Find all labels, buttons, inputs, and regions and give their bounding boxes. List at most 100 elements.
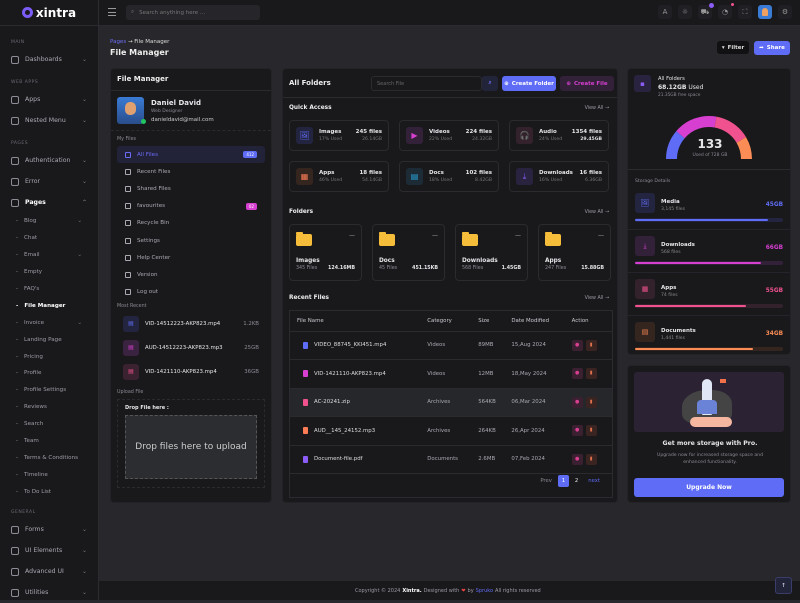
table-row[interactable]: VID-1421110-AKP823.mp4 Videos 12MB 18,May 2… [290, 359, 612, 389]
cart-icon[interactable]: ⛟5 [698, 3, 714, 19]
sidebar-item-nested-menu[interactable]: Nested Menu ⌄ [0, 110, 98, 131]
file-search-input[interactable]: Search File [371, 76, 482, 91]
sidebar-subitem-profile-settings[interactable]: - Profile Settings [0, 382, 98, 399]
avatar[interactable] [758, 5, 772, 19]
sidebar-subitem-team[interactable]: - Team [0, 433, 98, 450]
recent-view-all[interactable]: View All → [584, 296, 609, 301]
next-page[interactable]: next [588, 478, 600, 484]
fullscreen-icon[interactable]: ⛶ [738, 5, 752, 19]
sidebar-item-apps[interactable]: Apps ⌄ [0, 89, 98, 110]
quick-access-images[interactable]: 🖼 Images 17% Used 245 files 26.14GB [289, 120, 389, 151]
view-button[interactable]: ● [571, 453, 583, 465]
file-search-button[interactable]: ⌕ [482, 76, 498, 91]
menu-shared-files[interactable]: Shared Files [117, 180, 265, 197]
sidebar-item-forms[interactable]: Forms ⌄ [0, 519, 98, 540]
sidebar-subitem-blog[interactable]: - Blog ⌄ [0, 213, 98, 230]
sidebar-subitem-terms-conditions[interactable]: - Terms & Conditions [0, 449, 98, 466]
quick-access-audio[interactable]: 🎧 Audio 24% Used 1354 files 29.45GB [509, 120, 609, 151]
sidebar-item-ui-elements[interactable]: UI Elements ⌄ [0, 540, 98, 561]
page-1[interactable]: 1 [557, 475, 569, 487]
sidebar-subitem-chat[interactable]: - Chat [0, 230, 98, 247]
more-options-icon[interactable]: — [515, 232, 521, 239]
sidebar-subitem-invoice[interactable]: - Invoice ⌄ [0, 314, 98, 331]
sidebar-item-pages[interactable]: Pages ⌃ [0, 192, 98, 213]
quick-access-videos[interactable]: ▶ Videos 22% Used 224 files 24.32GB [399, 120, 499, 151]
sidebar-item-dashboards[interactable]: Dashboards ⌄ [0, 49, 98, 70]
menu-settings[interactable]: Settings [117, 232, 265, 249]
translate-icon[interactable]: A [658, 5, 672, 19]
page-2[interactable]: 2 [574, 478, 579, 484]
menu-toggle-icon[interactable] [108, 8, 116, 16]
sidebar-subitem-email[interactable]: - Email ⌄ [0, 247, 98, 264]
sidebar-item-error[interactable]: Error ⌄ [0, 171, 98, 192]
sidebar-subitem-pricing[interactable]: - Pricing [0, 348, 98, 365]
breadcrumb-pages[interactable]: Pages [110, 39, 127, 45]
delete-button[interactable]: ▮ [585, 339, 597, 351]
delete-button[interactable]: ▮ [585, 368, 597, 380]
view-button[interactable]: ● [571, 339, 583, 351]
more-options-icon[interactable]: — [598, 232, 604, 239]
view-button[interactable]: ● [571, 396, 583, 408]
logo[interactable]: xintra [0, 0, 98, 26]
more-options-icon[interactable]: — [432, 232, 438, 239]
notification-icon[interactable]: ◔ [718, 3, 734, 19]
more-options-icon[interactable]: — [349, 232, 355, 239]
table-row[interactable]: Document-file.pdf Documents 2.6MB 07,Feb 20… [290, 445, 612, 474]
sidebar-item-advanced-ui[interactable]: Advanced UI ⌄ [0, 561, 98, 582]
recent-file-item[interactable]: ▤ VID-14512223-AKP823.mp4 1.2KB [111, 312, 271, 336]
table-row[interactable]: AUD__145_24152.mp3 Archives 264KB 26,Apr 20… [290, 416, 612, 446]
quick-access-downloads[interactable]: ⤓ Downloads 16% Used 16 files 6.36GB [509, 161, 609, 192]
quick-access-view-all[interactable]: View All → [584, 106, 609, 111]
filter-button[interactable]: ▾ Filter [717, 41, 749, 54]
quick-access-docs[interactable]: ▤ Docs 18% Used 102 files 8.42GB [399, 161, 499, 192]
dropzone[interactable]: Drop files here to upload [125, 414, 257, 479]
share-button[interactable]: ➦ Share [754, 41, 790, 55]
sidebar-subitem-search[interactable]: - Search [0, 416, 98, 433]
delete-button[interactable]: ▮ [585, 453, 597, 465]
recent-file-item[interactable]: ▤ VID-1421110-AKP823.mp4 36GB [111, 360, 271, 384]
file-icon [303, 398, 308, 406]
table-row[interactable]: VIDEO_88745_KKI451.mp4 Videos 89MB 15,Aug 2… [290, 331, 612, 360]
menu-recycle-bin[interactable]: Recycle Bin [117, 215, 265, 232]
folder-card[interactable]: — Downloads 568 Files 1.45GB [455, 224, 528, 281]
menu-version[interactable]: Version [117, 266, 265, 283]
sidebar-subitem-profile[interactable]: - Profile [0, 365, 98, 382]
folders-view-all[interactable]: View All → [584, 210, 609, 215]
delete-button[interactable]: ▮ [585, 425, 597, 437]
menu-recent-files[interactable]: Recent Files [117, 163, 265, 180]
quick-access-apps[interactable]: ▦ Apps 46% Used 18 files 54.14GB [289, 161, 389, 192]
theme-toggle-icon[interactable]: ☼ [678, 5, 692, 19]
view-button[interactable]: ● [571, 425, 583, 437]
sidebar-item-utilities[interactable]: Utilities ⌄ [0, 582, 98, 603]
table-row[interactable]: AC-20241.zip Archives 564KB 06,Mar 2024 ● ▮ [290, 388, 612, 417]
sidebar-item-authentication[interactable]: Authentication ⌄ [0, 150, 98, 171]
settings-icon[interactable]: ⚙ [778, 5, 792, 19]
menu-help-center[interactable]: Help Center [117, 249, 265, 266]
scroll-to-top-button[interactable]: ↑ [775, 577, 792, 594]
sidebar-subitem-file-manager[interactable]: - File Manager [0, 297, 98, 314]
global-search-input[interactable]: ⌕ Search anything here ... [126, 5, 260, 20]
sidebar-subitem-reviews[interactable]: - Reviews [0, 399, 98, 416]
sidebar-subitem-timeline[interactable]: - Timeline [0, 466, 98, 483]
sidebar-subitem-landing-page[interactable]: - Landing Page [0, 331, 98, 348]
view-button[interactable]: ● [571, 368, 583, 380]
storage-progress [635, 304, 783, 308]
folder-card[interactable]: — Images 345 Files 124.16MB [289, 224, 362, 281]
footer-brand[interactable]: Xintra. [402, 587, 422, 594]
folder-card[interactable]: — Docs 45 Files 451.15KB [372, 224, 445, 281]
sidebar-subitem-to-do-list[interactable]: - To Do List [0, 483, 98, 500]
create-folder-button[interactable]: ⊕ Create Folder [502, 76, 556, 91]
sidebar-subitem-faq-s[interactable]: - FAQ's [0, 281, 98, 298]
sidebar-subitem-empty[interactable]: - Empty [0, 264, 98, 281]
menu-favourites[interactable]: favourites 02 [117, 198, 265, 215]
prev-page[interactable]: Prev [540, 478, 552, 484]
recent-file-item[interactable]: ▤ AUD-14512223-AKP823.mp3 25GB [111, 336, 271, 360]
menu-all-files[interactable]: All Files 412 [117, 146, 265, 164]
footer-author-link[interactable]: Spruko [475, 587, 494, 594]
menu-log-out[interactable]: Log out [117, 284, 265, 301]
delete-button[interactable]: ▮ [585, 396, 597, 408]
create-file-button[interactable]: ⊕ Create File [560, 76, 614, 91]
upgrade-now-button[interactable]: Upgrade Now [634, 478, 784, 497]
user-email[interactable]: danieldavid@mail.com [151, 117, 214, 123]
folder-card[interactable]: — Apps 247 Files 15.88GB [538, 224, 611, 281]
